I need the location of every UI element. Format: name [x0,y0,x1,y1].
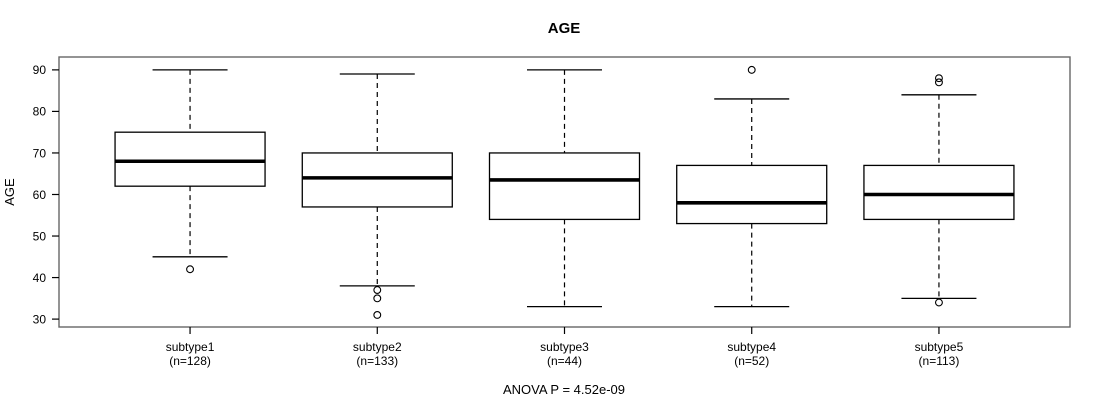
y-tick-label: 40 [33,271,47,285]
outlier-point [934,74,943,83]
outlier-point [373,286,382,294]
iqr-box [488,152,641,221]
x-tick-sublabel: (n=133) [356,354,398,368]
y-axis: 30 40 50 60 70 80 90 [33,63,59,326]
x-tick-sublabel: (n=52) [734,354,769,368]
outlier-point [373,311,382,319]
boxplot-group-subtype3: subtype3(n=44) [488,69,641,368]
chart-title: AGE [548,20,581,37]
y-tick-label: 30 [33,312,47,326]
x-tick-label: subtype1 [166,340,215,354]
iqr-box [114,131,266,187]
x-tick-label: subtype5 [915,340,964,354]
outlier-point [934,78,943,87]
x-tick-label: subtype2 [353,340,402,354]
plot-area: 30405060708090subtype1(n=128)subtype2(n=… [33,56,1071,368]
anova-annotation: ANOVA P = 4.52e-09 [503,382,625,397]
outlier-point [186,265,195,274]
y-tick-label: 90 [33,63,47,77]
y-tick-label: 60 [33,188,47,202]
boxplot-group-subtype5: subtype5(n=113) [863,74,1015,368]
iqr-box [863,164,1015,221]
x-tick-label: subtype3 [540,340,589,354]
iqr-box [301,152,453,208]
x-tick-label: subtype4 [727,340,776,354]
boxplot-group-subtype4: subtype4(n=52) [676,65,828,368]
y-tick-label: 70 [33,146,47,160]
boxplot-group-subtype1: subtype1(n=128) [114,69,266,368]
outlier-point [373,294,382,303]
x-tick-sublabel: (n=113) [919,354,960,368]
x-tick-sublabel: (n=44) [547,354,582,368]
outlier-point [934,298,943,307]
y-tick-label: 80 [33,105,47,119]
boxplot-group-subtype2: subtype2(n=133) [301,73,453,368]
x-tick-sublabel: (n=128) [169,354,211,368]
outlier-point [747,65,756,74]
y-axis-title: AGE [2,178,17,206]
iqr-box [676,164,828,225]
y-tick-label: 50 [33,229,47,243]
